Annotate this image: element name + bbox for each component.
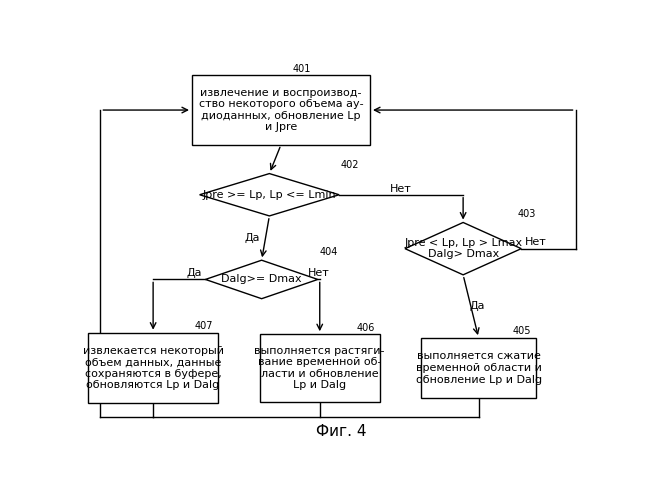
FancyBboxPatch shape: [88, 332, 218, 404]
Text: Да: Да: [245, 233, 260, 243]
Text: 406: 406: [357, 322, 375, 332]
Text: Да: Да: [186, 268, 201, 278]
Text: 403: 403: [518, 210, 536, 220]
Polygon shape: [205, 260, 317, 298]
Text: выполняется растяги-
вание временной об-
ласти и обновление
Lp и Dalg: выполняется растяги- вание временной об-…: [255, 346, 385, 391]
Text: извлекается некоторый
объем данных, данные
сохраняются в буфере,
обновляются Lp : извлекается некоторый объем данных, данн…: [83, 346, 223, 391]
Polygon shape: [405, 222, 521, 275]
Text: Нет: Нет: [308, 268, 329, 278]
Text: 404: 404: [319, 247, 338, 257]
FancyBboxPatch shape: [259, 334, 380, 402]
Text: Фиг. 4: Фиг. 4: [316, 424, 367, 438]
Text: Jpre >= Lp, Lp <= Lmin: Jpre >= Lp, Lp <= Lmin: [203, 190, 336, 200]
Text: 401: 401: [293, 64, 311, 74]
Text: 407: 407: [195, 321, 213, 331]
FancyBboxPatch shape: [422, 338, 536, 398]
Text: 402: 402: [341, 160, 359, 170]
FancyBboxPatch shape: [192, 76, 370, 144]
Text: Нет: Нет: [390, 184, 412, 194]
Text: выполняется сжатие
временной области и
обновление Lp и Dalg: выполняется сжатие временной области и о…: [416, 352, 542, 384]
Text: Dalg>= Dmax: Dalg>= Dmax: [221, 274, 302, 284]
Polygon shape: [199, 174, 339, 216]
Text: Нет: Нет: [525, 238, 547, 248]
Text: 405: 405: [513, 326, 531, 336]
Text: извлечение и воспроизвод-
ство некоторого объема ау-
диоданных, обновление Lp
и : извлечение и воспроизвод- ство некоторог…: [199, 88, 364, 132]
Text: Да: Да: [470, 302, 485, 312]
Text: Jpre < Lp, Lp > Lmax
Dalg> Dmax: Jpre < Lp, Lp > Lmax Dalg> Dmax: [404, 238, 522, 260]
